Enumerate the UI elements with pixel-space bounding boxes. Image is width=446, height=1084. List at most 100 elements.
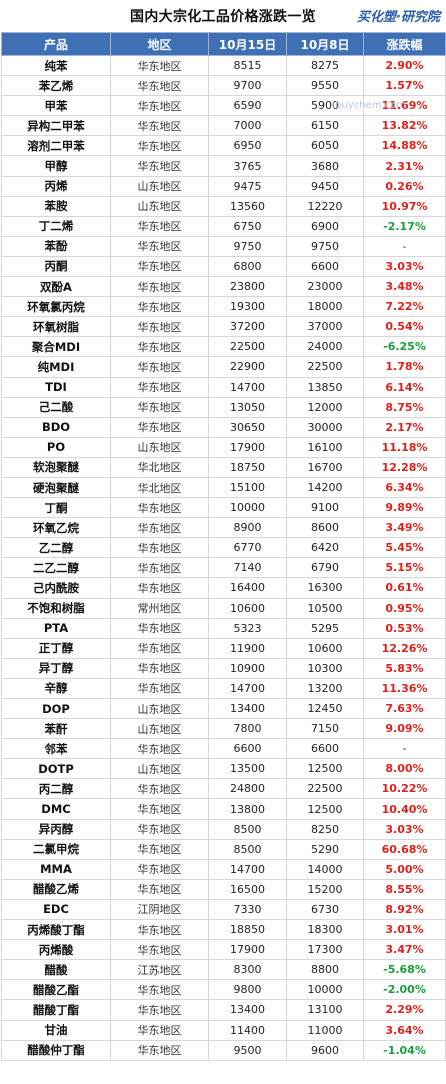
price-oct8-cell: 12500	[286, 758, 364, 780]
change-cell: 10.40%	[363, 798, 446, 820]
change-cell: 60.68%	[363, 838, 446, 860]
change-cell: 12.28%	[363, 456, 446, 478]
product-name-cell: 二氯甲烷	[1, 838, 111, 860]
price-oct15-cell: 7330	[208, 898, 287, 921]
table-header-row: 产品 地区 10月15日 10月8日 涨跌幅	[1, 32, 446, 56]
price-oct8-cell: 22500	[286, 356, 364, 378]
price-oct15-cell: 11400	[208, 1019, 287, 1041]
product-name-cell: MMA	[1, 858, 111, 880]
region-cell: 华东地区	[110, 316, 209, 338]
product-name-cell: 异丁醇	[1, 657, 111, 679]
price-oct15-cell: 30650	[208, 416, 287, 438]
region-cell: 华东地区	[110, 838, 209, 860]
change-cell: 11.18%	[363, 436, 446, 458]
product-name-cell: 双酚A	[1, 276, 111, 298]
product-name-cell: 纯MDI	[1, 356, 111, 378]
price-oct15-cell: 6800	[208, 255, 287, 278]
region-cell: 华东地区	[110, 396, 209, 418]
region-cell: 华东地区	[110, 979, 209, 1001]
price-oct15-cell: 16500	[208, 878, 287, 900]
table-row: PO 山东地区 17900 16100 11.18%	[1, 436, 446, 458]
region-cell: 华东地区	[110, 255, 209, 278]
price-oct15-cell: 9750	[208, 235, 287, 257]
region-cell: 华东地区	[110, 999, 209, 1021]
price-oct8-cell: 9600	[286, 1039, 364, 1061]
price-oct8-cell: 12500	[286, 798, 364, 820]
change-cell: -	[363, 738, 446, 760]
price-oct8-cell: 17300	[286, 939, 364, 961]
change-cell: 2.90%	[363, 54, 446, 77]
region-cell: 华东地区	[110, 778, 209, 800]
price-oct8-cell: 30000	[286, 416, 364, 438]
price-oct8-cell: 13200	[286, 677, 364, 700]
region-cell: 山东地区	[110, 195, 209, 217]
price-oct8-cell: 10000	[286, 979, 364, 1001]
change-cell: 9.09%	[363, 718, 446, 740]
region-cell: 华东地区	[110, 376, 209, 398]
table-row: EDC 江阴地区 7330 6730 8.92%	[1, 898, 446, 921]
price-oct15-cell: 8300	[208, 959, 287, 981]
price-oct8-cell: 23000	[286, 276, 364, 298]
change-cell: 8.55%	[363, 878, 446, 900]
price-oct15-cell: 23800	[208, 276, 287, 298]
price-oct15-cell: 8500	[208, 838, 287, 860]
product-name-cell: 醋酸仲丁酯	[1, 1039, 111, 1061]
table-row: 己二酸 华东地区 13050 12000 8.75%	[1, 396, 446, 418]
change-cell: 8.75%	[363, 396, 446, 418]
price-oct15-cell: 9700	[208, 75, 287, 97]
table-row: 丙烯 山东地区 9475 9450 0.26%	[1, 175, 446, 197]
price-oct8-cell: 8800	[286, 959, 364, 981]
region-cell: 华东地区	[110, 416, 209, 438]
price-oct15-cell: 19300	[208, 296, 287, 318]
price-oct15-cell: 22900	[208, 356, 287, 378]
region-cell: 华东地区	[110, 537, 209, 559]
product-name-cell: 甘油	[1, 1019, 111, 1041]
change-cell: 3.49%	[363, 517, 446, 539]
change-cell: 3.03%	[363, 255, 446, 278]
region-cell: 华东地区	[110, 1019, 209, 1041]
product-name-cell: 醋酸乙烯	[1, 878, 111, 900]
change-cell: 2.17%	[363, 416, 446, 438]
table-row: 软泡聚醚 华北地区 18750 16700 12.28%	[1, 456, 446, 478]
table-row: 苯酐 山东地区 7800 7150 9.09%	[1, 718, 446, 740]
table-row: TDI 华东地区 14700 13850 6.14%	[1, 376, 446, 398]
price-oct15-cell: 10900	[208, 657, 287, 679]
region-cell: 华东地区	[110, 155, 209, 177]
change-cell: 13.82%	[363, 115, 446, 137]
table-row: 纯MDI 华东地区 22900 22500 1.78%	[1, 356, 446, 378]
product-name-cell: 环氧氯丙烷	[1, 296, 111, 318]
price-oct8-cell: 6900	[286, 215, 364, 237]
region-cell: 华北地区	[110, 456, 209, 478]
price-oct8-cell: 24000	[286, 336, 364, 358]
change-cell: -1.04%	[363, 1039, 446, 1061]
change-cell: -2.00%	[363, 979, 446, 1001]
product-name-cell: 丙烯酸丁酯	[1, 919, 111, 941]
price-oct8-cell: 5290	[286, 838, 364, 860]
table-body: 纯苯 华东地区 8515 8275 2.90% 苯乙烯 华东地区 9700 9550 1.57% 甲…	[1, 54, 446, 1061]
product-name-cell: 溶剂二甲苯	[1, 135, 111, 157]
table-row: 丁二烯 华东地区 6750 6900 -2.17%	[1, 215, 446, 237]
price-oct8-cell: 6600	[286, 255, 364, 278]
product-name-cell: PTA	[1, 617, 111, 639]
product-name-cell: 醋酸	[1, 959, 111, 981]
change-cell: 3.48%	[363, 276, 446, 298]
price-oct8-cell: 10600	[286, 637, 364, 659]
change-cell: 1.78%	[363, 356, 446, 378]
price-oct8-cell: 8250	[286, 818, 364, 840]
product-name-cell: 正丁醇	[1, 637, 111, 659]
change-cell: 10.22%	[363, 778, 446, 800]
product-name-cell: 丙烯酸	[1, 939, 111, 961]
table-row: 环氧树脂 华东地区 37200 37000 0.54%	[1, 316, 446, 338]
product-name-cell: 醋酸丁酯	[1, 999, 111, 1021]
change-cell: 2.31%	[363, 155, 446, 177]
region-cell: 华东地区	[110, 356, 209, 378]
price-oct15-cell: 13400	[208, 697, 287, 720]
price-oct15-cell: 13400	[208, 999, 287, 1021]
region-cell: 华东地区	[110, 677, 209, 700]
price-oct8-cell: 13100	[286, 999, 364, 1021]
region-cell: 华东地区	[110, 738, 209, 760]
table-row: 异丙醇 华东地区 8500 8250 3.03%	[1, 818, 446, 840]
region-cell: 华东地区	[110, 215, 209, 237]
price-oct15-cell: 6600	[208, 738, 287, 760]
price-oct8-cell: 12000	[286, 396, 364, 418]
